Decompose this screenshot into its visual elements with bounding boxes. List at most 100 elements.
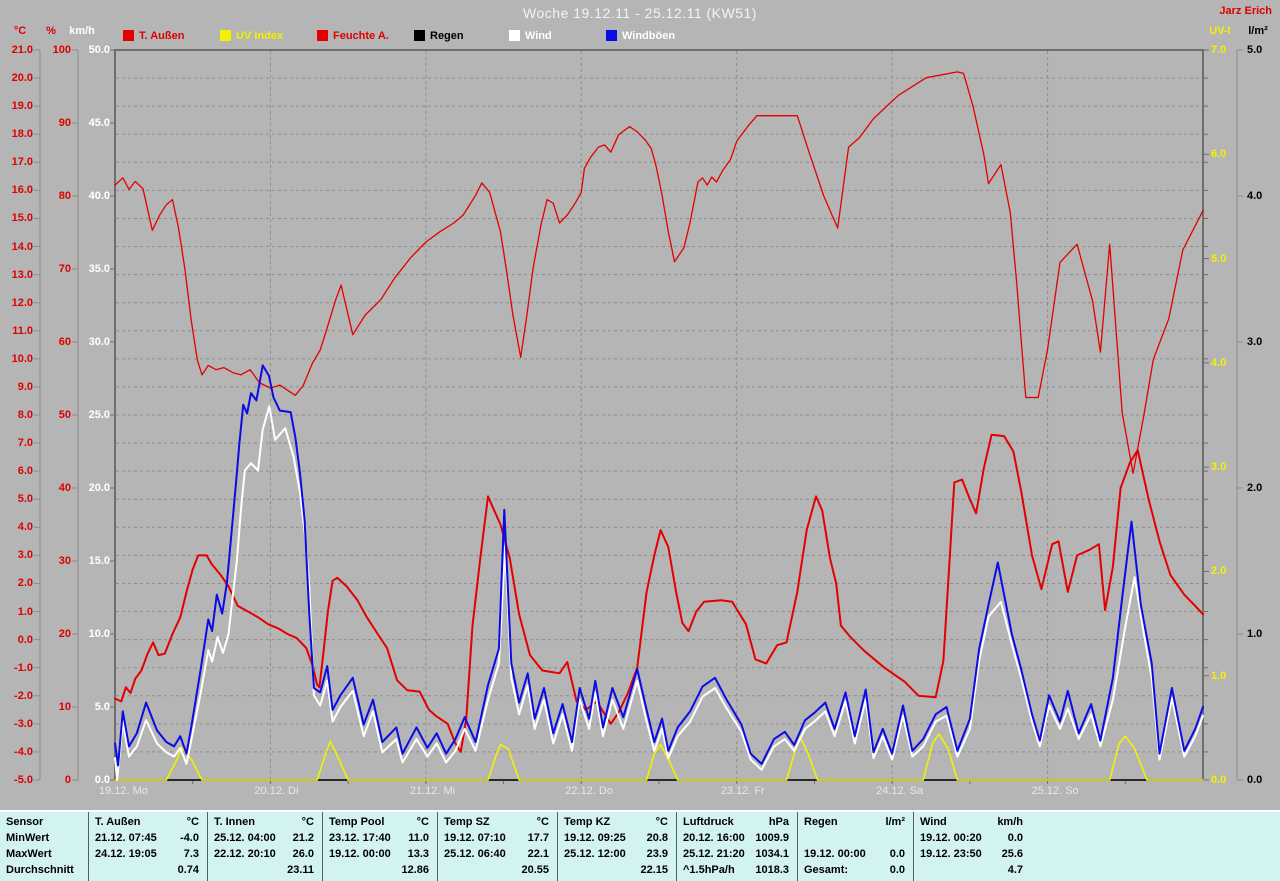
table-row-label: Sensor [6,816,44,828]
cell-value: 0.0 [1007,832,1023,844]
axis-unit-humidity: % [46,25,56,37]
uv-axis-tick-label: 1.0 [1211,669,1227,682]
table-cell-avg: 22.15 [558,862,676,878]
table-col-sensor: Sensor MinWert MaxWert Durchschnitt [0,812,88,881]
temp-axis-tick-label: -3.0 [14,717,33,730]
uv-axis-tick-label: 7.0 [1211,44,1227,56]
table-col-regen: Regen l/m² 19.12. 00:00 0.0 Gesamt: 0.0 [797,812,913,881]
table-cell-min: 19.12. 07:10 17.7 [438,830,557,846]
cell-value: 22.1 [527,848,549,860]
cell-value: 21.2 [292,832,314,844]
humidity-axis-tick-label: 60 [58,336,71,348]
temp-axis-tick-label: 15.0 [11,212,33,225]
cell-time: 20.12. 16:00 [683,832,745,844]
cell-time: Luftdruck [683,816,734,828]
table-cell-avg: 12.86 [323,862,437,878]
temp-axis-tick-label: 12.0 [11,296,33,309]
legend-label: T. Außen [139,30,185,42]
legend-label: Windböen [622,30,676,42]
legend-swatch-icon [606,30,617,41]
cell-time [89,862,178,878]
cell-value: 22.15 [640,864,668,876]
humidity-axis-tick-label: 20 [58,628,71,640]
temp-axis-tick-label: 16.0 [11,184,33,197]
wind-axis-tick-label: 45.0 [88,117,110,129]
uv-axis-tick-label: 3.0 [1211,461,1227,474]
cell-value: 7.3 [183,848,199,860]
temp-axis-tick-label: 2.0 [17,577,33,590]
table-col-temp-kz: Temp KZ °C 19.12. 09:25 20.8 25.12. 12:00 23.… [557,812,676,881]
cell-time: 24.12. 19:05 [95,848,157,860]
temp-axis-tick-label: 7.0 [17,437,33,450]
wind-axis-tick-label: 40.0 [88,190,110,202]
axis-unit-rain: l/m² [1248,25,1268,37]
humidity-axis-tick-label: 70 [58,263,71,275]
cell-time: T. Innen [214,816,255,828]
cell-value: -4.0 [180,832,199,844]
table-row-label: MinWert [6,832,50,844]
cell-value: 23.9 [646,848,668,860]
cell-value: °C [536,816,549,828]
table-cell-header: Temp SZ °C [438,814,557,830]
series-windb-en [114,364,1204,767]
cell-time: Wind [920,816,947,828]
cell-value: 25.6 [1001,848,1023,860]
cell-value: 1034.1 [755,848,789,860]
table-row-label: Durchschnitt [6,864,74,876]
temp-axis-tick-label: 19.0 [11,100,33,113]
cell-value: 17.7 [527,832,549,844]
station-name: Jarz Erich [1219,5,1272,17]
cell-value: 1009.9 [755,832,789,844]
cell-value: 11.0 [408,832,429,844]
legend-swatch-icon [317,30,328,41]
cell-time: 19.12. 07:10 [444,832,506,844]
table-cell-avg: 0.74 [89,862,207,878]
axis-unit-wind: km/h [69,25,95,37]
table-cell-header: Luftdruck hPa [677,814,797,830]
temp-axis-tick-label: 5.0 [17,493,33,506]
cell-value: 23.11 [287,864,314,876]
table-cell-max: 25.12. 21:20 1034.1 [677,846,797,862]
table-col-wind: Wind km/h 19.12. 00:20 0.0 19.12. 23:50 25.6 4… [913,812,1280,881]
temp-axis-tick-label: 1.0 [17,605,33,618]
cell-value: °C [186,816,199,828]
cell-time: Gesamt: [804,864,849,876]
cell-time: 25.12. 12:00 [564,848,626,860]
cell-value: l/m² [885,816,905,828]
cell-time: 25.12. 04:00 [214,832,276,844]
humidity-axis-tick-label: 90 [58,117,71,129]
table-cell-avg: 23.11 [208,862,322,878]
series-uv-index [114,733,1204,781]
uv-axis-tick-label: 2.0 [1211,565,1227,578]
day-label-5: 23.12. Fr [720,785,765,797]
cell-value: °C [301,816,314,828]
temp-axis-tick-label: 9.0 [17,380,33,393]
cell-time: Temp KZ [564,816,611,828]
temp-axis-tick-label: 17.0 [11,156,33,169]
legend-label: Regen [430,30,464,42]
temp-axis-tick-label: -2.0 [14,689,33,702]
cell-value: °C [655,816,668,828]
temp-axis-tick-label: 8.0 [17,409,33,421]
table-cell-max: 19.12. 23:50 25.6 [914,846,1031,862]
table-cell-max: 22.12. 20:10 26.0 [208,846,322,862]
table-cell-max: 24.12. 19:05 7.3 [89,846,207,862]
cell-value: 4.7 [1007,864,1023,876]
temp-axis-tick-label: -1.0 [14,661,33,674]
wind-axis-tick-label: 5.0 [94,701,110,713]
temp-axis-tick-label: 10.0 [11,352,33,365]
cell-time [438,862,521,878]
cell-time: 25.12. 21:20 [683,848,745,860]
table-col-t-innen: T. Innen °C 25.12. 04:00 21.2 22.12. 20:10 26… [207,812,322,881]
cell-time: 25.12. 06:40 [444,848,506,860]
temp-axis-tick-label: 20.0 [11,72,33,85]
humidity-axis-tick-label: 40 [58,482,71,494]
cell-time: 19.12. 00:00 [804,848,866,860]
temp-axis-tick-label: 4.0 [17,521,33,534]
cell-time [558,862,640,878]
cell-time: Temp Pool [329,816,385,828]
cell-time [323,862,401,878]
table-cell-min: 20.12. 16:00 1009.9 [677,830,797,846]
rain-axis-tick-label: 2.0 [1247,482,1263,494]
